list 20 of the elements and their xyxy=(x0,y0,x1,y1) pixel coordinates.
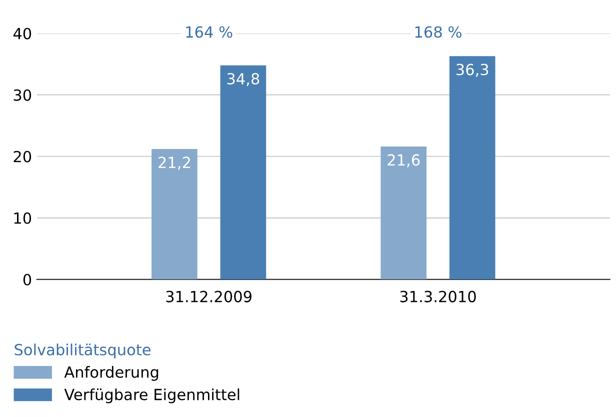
bar xyxy=(449,56,496,280)
y-tick-label: 10 xyxy=(14,212,32,224)
data-label: 21,2 xyxy=(158,156,190,170)
y-tick-label: 20 xyxy=(14,150,32,162)
data-label: 34,8 xyxy=(227,72,260,86)
bar xyxy=(152,148,198,280)
annotation: 168 % xyxy=(415,26,462,38)
x-tick-label: 31.12.2009 xyxy=(166,290,252,302)
legend-title: Solvabilitätsquote xyxy=(14,344,150,358)
y-tick-label: 30 xyxy=(14,89,32,101)
annotation: 164 % xyxy=(186,26,232,38)
bar xyxy=(380,146,427,280)
data-label: 21,6 xyxy=(388,154,420,168)
legend-label: Verfügbare Eigenmittel xyxy=(64,388,240,404)
bar xyxy=(220,65,266,280)
y-tick-label: 40 xyxy=(13,28,32,40)
y-tick-label: 0 xyxy=(23,274,32,286)
x-tick-label: 31.3.2010 xyxy=(400,290,476,302)
data-label: 36,3 xyxy=(456,64,488,77)
legend-label: Anforderung xyxy=(64,366,158,381)
